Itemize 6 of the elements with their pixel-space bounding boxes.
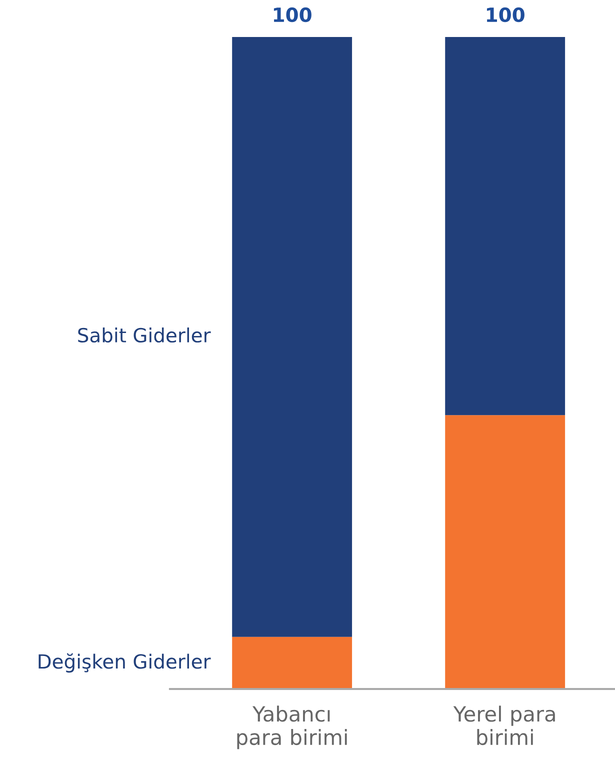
x-tick-label: Yerel para birimi (453, 706, 555, 746)
series-label: Sabit Giderler (78, 328, 211, 343)
total-label: 100 (486, 7, 524, 22)
x-tick-label: Yabancı para birimi (237, 706, 347, 750)
total-label: 100 (274, 7, 312, 22)
series-label: Değişken Giderler (38, 653, 211, 673)
